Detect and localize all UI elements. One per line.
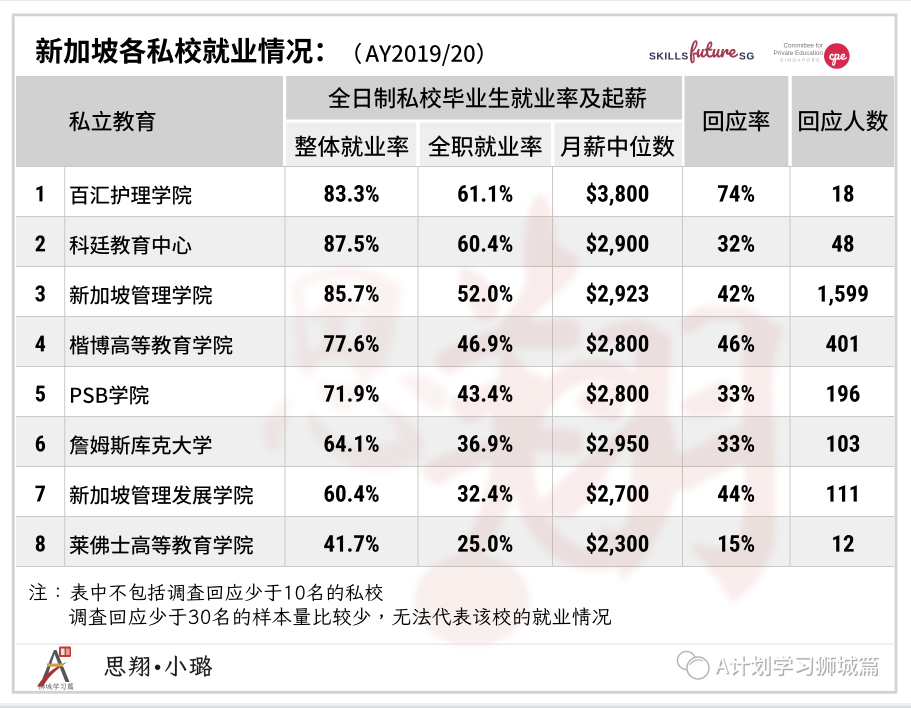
svg-text:Committee for: Committee for	[783, 43, 823, 50]
svg-text:Private Education: Private Education	[774, 50, 824, 57]
svg-text:SINGAPORE: SINGAPORE	[780, 58, 821, 63]
svg-text:SG: SG	[739, 52, 755, 63]
svg-text:SKILLS: SKILLS	[649, 52, 689, 63]
